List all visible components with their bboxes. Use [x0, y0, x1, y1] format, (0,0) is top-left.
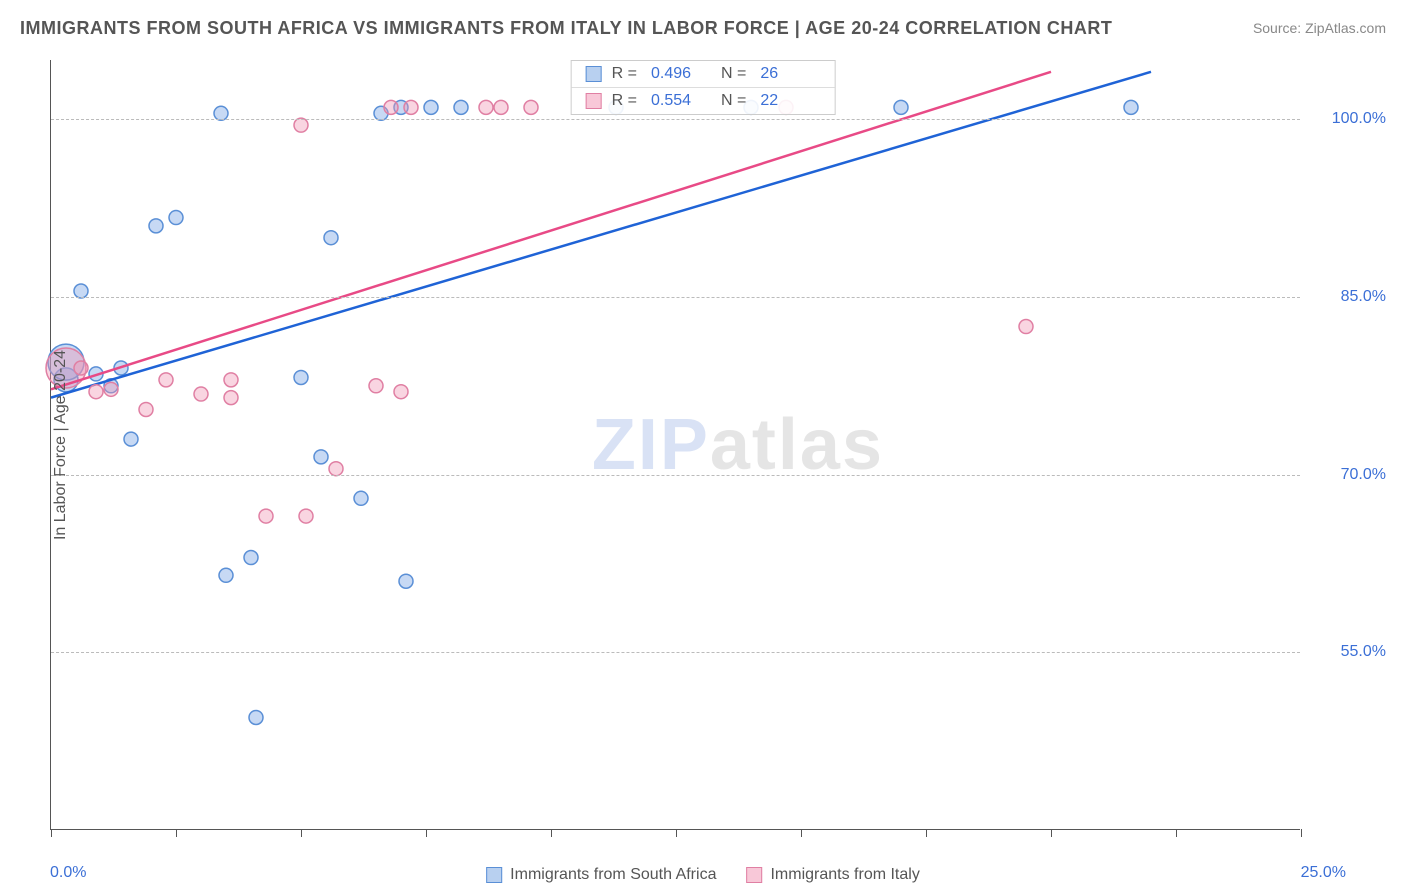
x-tick [426, 829, 427, 837]
legend-n-label: N = [721, 92, 746, 110]
data-point-south_africa [89, 367, 103, 381]
legend-r-label: R = [612, 65, 637, 83]
data-point-italy [139, 402, 153, 416]
x-tick [801, 829, 802, 837]
data-point-italy [74, 361, 88, 375]
x-axis-max-label: 25.0% [1301, 864, 1346, 882]
watermark-zip: ZIP [592, 405, 710, 485]
x-tick [176, 829, 177, 837]
data-point-south_africa [219, 568, 233, 582]
x-tick [1301, 829, 1302, 837]
data-point-italy [294, 118, 308, 132]
correlation-legend: R = 0.496 N = 26 R = 0.554 N = 22 [571, 60, 836, 115]
x-axis-min-label: 0.0% [50, 864, 86, 882]
series-legend-item-italy: Immigrants from Italy [746, 866, 919, 884]
data-point-south_africa [314, 450, 328, 464]
chart-svg [51, 60, 1300, 829]
legend-swatch [586, 93, 602, 109]
y-tick-label: 85.0% [1341, 288, 1386, 306]
data-point-italy [384, 100, 398, 114]
data-point-south_africa [149, 219, 163, 233]
legend-n-label: N = [721, 65, 746, 83]
trendline-south_africa [51, 72, 1151, 398]
data-point-italy [329, 462, 343, 476]
series-name: Immigrants from Italy [770, 866, 919, 884]
data-point-south_africa [454, 100, 468, 114]
legend-row-south_africa: R = 0.496 N = 26 [572, 61, 835, 87]
x-tick [51, 829, 52, 837]
x-tick [926, 829, 927, 837]
x-tick [676, 829, 677, 837]
legend-n-value: 22 [760, 92, 820, 110]
gridline-h [51, 475, 1300, 476]
data-point-italy [194, 387, 208, 401]
plot-area: ZIPatlas In Labor Force | Age 20-24 [50, 60, 1300, 830]
y-tick-label: 55.0% [1341, 643, 1386, 661]
data-point-south_africa [104, 379, 118, 393]
legend-r-value: 0.554 [651, 92, 711, 110]
watermark-atlas: atlas [710, 405, 884, 485]
source-label: Source: ZipAtlas.com [1253, 20, 1386, 36]
legend-n-value: 26 [760, 65, 820, 83]
series-name: Immigrants from South Africa [510, 866, 716, 884]
data-point-south_africa [894, 100, 908, 114]
watermark: ZIPatlas [592, 404, 884, 486]
gridline-h [51, 297, 1300, 298]
data-point-italy [524, 100, 538, 114]
data-point-italy [224, 391, 238, 405]
data-point-italy [1019, 320, 1033, 334]
y-tick-label: 70.0% [1341, 466, 1386, 484]
y-tick-label: 100.0% [1332, 110, 1386, 128]
data-point-italy [224, 373, 238, 387]
x-tick [551, 829, 552, 837]
data-point-italy [369, 379, 383, 393]
data-point-south_africa [324, 231, 338, 245]
data-point-italy [494, 100, 508, 114]
data-point-south_africa [294, 370, 308, 384]
x-tick [301, 829, 302, 837]
x-tick [1176, 829, 1177, 837]
data-point-italy [89, 385, 103, 399]
data-point-italy [159, 373, 173, 387]
data-point-italy [394, 385, 408, 399]
data-point-south_africa [74, 284, 88, 298]
chart-title: IMMIGRANTS FROM SOUTH AFRICA VS IMMIGRAN… [20, 18, 1112, 39]
data-point-south_africa [214, 106, 228, 120]
x-tick [1051, 829, 1052, 837]
series-legend-item-south_africa: Immigrants from South Africa [486, 866, 716, 884]
data-point-south_africa [399, 574, 413, 588]
legend-row-italy: R = 0.554 N = 22 [572, 87, 835, 114]
gridline-h [51, 119, 1300, 120]
data-point-south_africa [114, 361, 128, 375]
data-point-south_africa [424, 100, 438, 114]
data-point-south_africa [1124, 100, 1138, 114]
data-point-italy [104, 382, 118, 396]
data-point-south_africa [374, 106, 388, 120]
data-point-italy [299, 509, 313, 523]
legend-swatch [486, 867, 502, 883]
data-point-south_africa [354, 491, 368, 505]
series-legend: Immigrants from South Africa Immigrants f… [486, 866, 920, 884]
legend-swatch [586, 66, 602, 82]
data-point-italy [259, 509, 273, 523]
legend-swatch [746, 867, 762, 883]
legend-r-value: 0.496 [651, 65, 711, 83]
data-point-south_africa [169, 211, 183, 225]
data-point-south_africa [249, 710, 263, 724]
data-point-south_africa [244, 551, 258, 565]
data-point-south_africa [124, 432, 138, 446]
data-point-italy [479, 100, 493, 114]
gridline-h [51, 652, 1300, 653]
data-point-italy [404, 100, 418, 114]
y-axis-title: In Labor Force | Age 20-24 [52, 349, 70, 539]
legend-r-label: R = [612, 92, 637, 110]
data-point-south_africa [394, 100, 408, 114]
